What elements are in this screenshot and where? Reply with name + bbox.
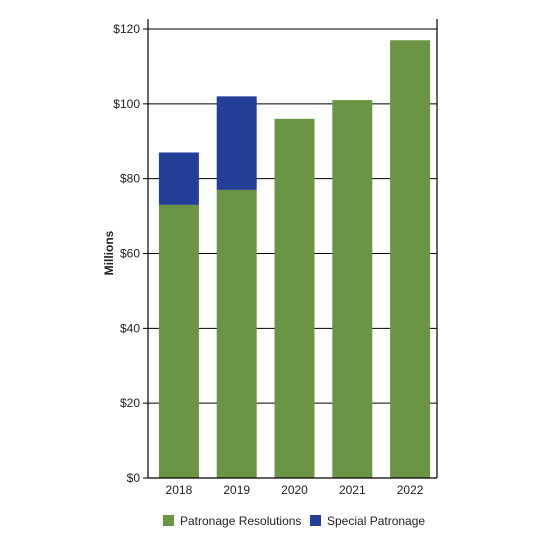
bar-2022-series-0 (390, 40, 431, 478)
legend-swatch-0 (163, 515, 174, 526)
x-tick-label: 2019 (223, 483, 250, 497)
y-axis-title: Millions (102, 230, 116, 275)
y-tick-label: $0 (127, 471, 141, 485)
y-tick-labels: $0 $20 $40 $60 $80 $100 $120 (113, 22, 140, 485)
bar-2019-series-1 (216, 96, 257, 190)
legend-swatch-1 (310, 515, 321, 526)
y-tick-label: $20 (120, 396, 140, 410)
x-tick-label: 2021 (339, 483, 366, 497)
bar-2018-series-1 (158, 152, 199, 205)
y-tick-label: $80 (120, 172, 140, 186)
x-tick-labels: 2018 2019 2020 2021 2022 (166, 483, 424, 497)
bar-2018-series-0 (158, 204, 199, 478)
bar-2021-series-0 (332, 100, 373, 478)
y-tick-label: $120 (113, 22, 140, 36)
legend-label-1: Special Patronage (327, 514, 425, 528)
x-tick-label: 2018 (166, 483, 193, 497)
legend: Patronage Resolutions Special Patronage (163, 514, 425, 528)
axes (147, 19, 438, 479)
legend-label-0: Patronage Resolutions (180, 514, 301, 528)
x-tick-label: 2022 (397, 483, 424, 497)
y-tick-label: $40 (120, 321, 140, 335)
bar-2020-series-0 (274, 118, 315, 479)
bars (158, 40, 431, 479)
y-tick-label: $100 (113, 97, 140, 111)
bar-2019-series-0 (216, 189, 257, 478)
x-tick-label: 2020 (281, 483, 308, 497)
y-tick-label: $60 (120, 247, 140, 261)
